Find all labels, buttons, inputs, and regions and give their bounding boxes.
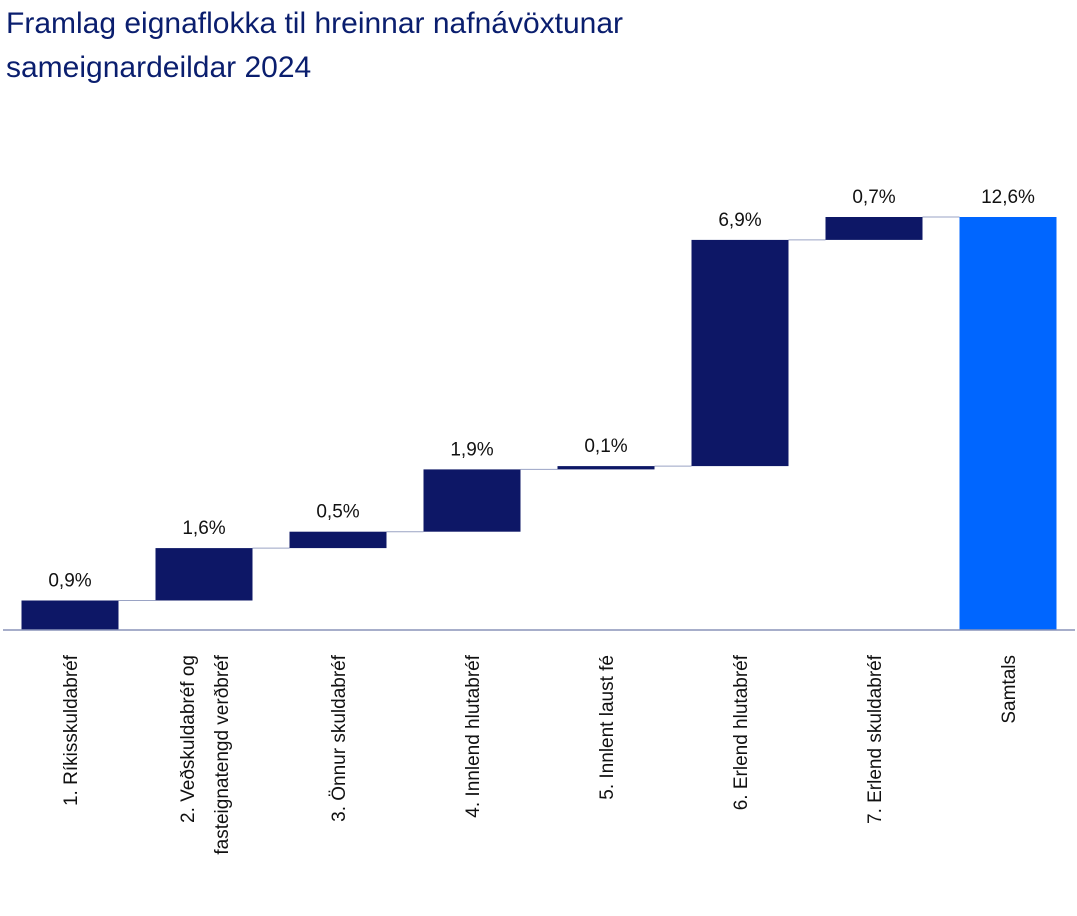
data-label-4: 1,9% [450,439,493,460]
category-label-2-line-2: fasteignatengd verðbréf [212,654,233,854]
bar-7 [825,217,923,240]
data-label-2: 1,6% [182,518,225,539]
bar-5 [557,466,655,470]
category-label-4: 4. Innlend hlutabréf [463,654,484,817]
bar-1 [21,600,119,630]
category-label-3-line-1: 3. Önnur skuldabréf [329,654,350,822]
category-label-1: 1. Ríkisskuldabréf [61,654,82,806]
chart-title-line-1: Framlag eignaflokka til hreinnar nafnávö… [6,7,624,40]
category-label-5-line-1: 5. Innlent laust fé [597,655,618,800]
chart-title: Framlag eignaflokka til hreinnar nafnávö… [6,2,1066,90]
category-label-2-line-1: 2. Veðskuldabréf og [178,655,199,823]
data-label-5: 0,1% [584,436,627,457]
category-label-7-line-1: 7. Erlend skuldabréf [865,654,886,824]
data-label-6: 6,9% [718,210,761,231]
chart-title-line-2: sameignardeildar 2024 [6,51,312,84]
category-label-5: 5. Innlent laust fé [597,655,618,800]
category-label-6-line-1: 6. Erlend hlutabréf [731,654,752,810]
bar-4 [423,469,521,532]
category-label-4-line-1: 4. Innlend hlutabréf [463,654,484,817]
bar-2 [155,548,253,601]
bar-3 [289,531,387,549]
category-label-6: 6. Erlend hlutabréf [731,654,752,810]
data-label-8: 12,6% [981,187,1035,208]
category-label-1-line-1: 1. Ríkisskuldabréf [61,654,82,806]
category-label-2: 2. Veðskuldabréf og fasteignatengd verðbr… [178,654,233,854]
category-label-8: Samtals [999,655,1020,724]
bar-total [959,217,1057,630]
category-label-7: 7. Erlend skuldabréf [865,654,886,824]
data-label-1: 0,9% [48,571,91,592]
category-label-3: 3. Önnur skuldabréf [329,654,350,822]
data-label-7: 0,7% [852,187,895,208]
data-label-3: 0,5% [316,502,359,523]
bar-6 [691,239,789,467]
category-label-8-line-1: Samtals [999,655,1020,724]
